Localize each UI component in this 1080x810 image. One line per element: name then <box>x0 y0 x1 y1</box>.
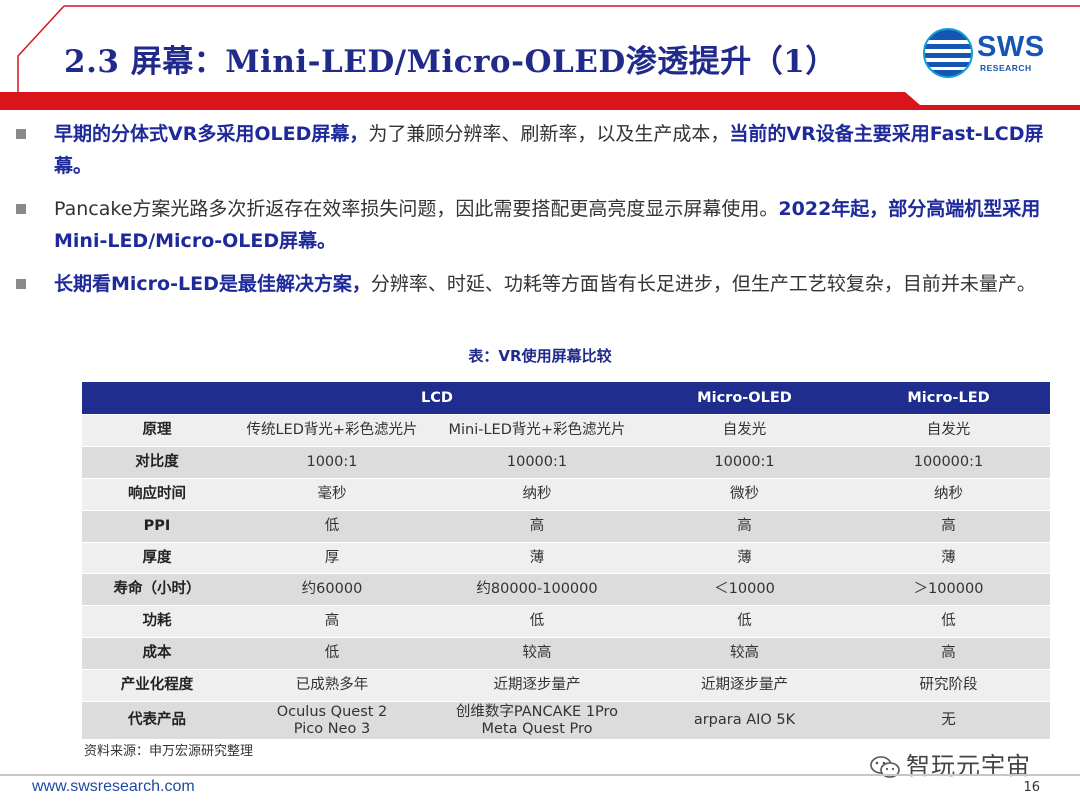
table-cell: 高 <box>642 509 847 542</box>
bullet-square-icon <box>16 204 26 214</box>
table-cell: 薄 <box>432 541 642 574</box>
header-blank <box>82 382 232 414</box>
bullet-square-icon <box>16 279 26 289</box>
table-cell: ＜10000 <box>642 573 847 606</box>
table-row: 成本低较高 较高高 <box>82 637 1050 670</box>
bullet-square-icon <box>16 129 26 139</box>
bullet-text-bold: 早期的分体式VR多采用OLED屏幕， <box>54 123 369 145</box>
table-cell: 创维数字PANCAKE 1Pro Meta Quest Pro <box>432 701 642 740</box>
table-row: PPI 低高高高 <box>82 509 1050 542</box>
row-label: 产业化程度 <box>82 669 232 702</box>
table-cell: 近期逐步量产 <box>642 669 847 702</box>
header-micro-oled: Micro-OLED <box>642 382 847 414</box>
logo-wordmark: SWS <box>977 31 1045 63</box>
row-label: 厚度 <box>82 541 232 574</box>
table-cell: 薄 <box>642 541 847 574</box>
source-note: 资料来源：申万宏源研究整理 <box>84 744 254 759</box>
table-cell: 薄 <box>847 541 1050 574</box>
wechat-icon <box>870 756 900 778</box>
table-row: 寿命（小时） 约60000 约80000-100000 ＜10000 ＞100000 <box>82 573 1050 606</box>
screen-comparison-table: LCD Micro-OLED Micro-LED 原理 传统LED背光+彩色滤光片… <box>82 382 1050 740</box>
bullet-text: 分辨率、时延、功耗等方面皆有长足进步，但生产工艺较复杂，目前并未量产。 <box>370 273 1036 295</box>
table-row: 产业化程度 已成熟多年 近期逐步量产 近期逐步量产 研究阶段 <box>82 669 1050 702</box>
table-cell: 1000:1 <box>232 445 432 478</box>
row-label: PPI <box>82 509 232 542</box>
table-cell: 高 <box>847 509 1050 542</box>
slide-title: 2.3 屏幕：Mini-LED/Micro-OLED渗透提升（1） <box>64 44 837 80</box>
table-header-row: LCD Micro-OLED Micro-LED <box>82 382 1050 414</box>
table-row: 对比度 1000:1 10000:1 10000:1 100000:1 <box>82 445 1050 478</box>
row-label: 成本 <box>82 637 232 670</box>
table-cell: 高 <box>232 605 432 638</box>
table-row: 原理 传统LED背光+彩色滤光片 Mini-LED背光+彩色滤光片 自发光 自发光 <box>82 414 1050 446</box>
header-lcd: LCD <box>232 382 642 414</box>
bullet-item: 长期看Micro-LED是最佳解决方案，分辨率、时延、功耗等方面皆有长足进步，但… <box>14 268 1074 300</box>
row-label: 对比度 <box>82 445 232 478</box>
table-cell: 低 <box>232 637 432 670</box>
table-cell: 低 <box>232 509 432 542</box>
sws-globe-icon <box>923 28 973 78</box>
bullet-list: 早期的分体式VR多采用OLED屏幕，为了兼顾分辨率、刷新率，以及生产成本，当前的… <box>14 118 1074 311</box>
table-cell: arpara AIO 5K <box>642 701 847 740</box>
header-micro-led: Micro-LED <box>847 382 1050 414</box>
table-cell: 高 <box>847 637 1050 670</box>
table-cell: Mini-LED背光+彩色滤光片 <box>432 414 642 446</box>
table-cell: 约60000 <box>232 573 432 606</box>
table-cell: 10000:1 <box>432 445 642 478</box>
bullet-text-bold: 2022年起，部分高端机型采用Mini-LED/Micro-OLED屏幕。 <box>54 198 1041 252</box>
row-label: 寿命（小时） <box>82 573 232 606</box>
table-row: 响应时间 毫秒 纳秒 微秒 纳秒 <box>82 477 1050 510</box>
table-cell: 高 <box>432 509 642 542</box>
page-number: 16 <box>1023 780 1040 795</box>
table-cell: 厚 <box>232 541 432 574</box>
table-cell: ＞100000 <box>847 573 1050 606</box>
table-cell: 自发光 <box>847 414 1050 446</box>
bullet-item: 早期的分体式VR多采用OLED屏幕，为了兼顾分辨率、刷新率，以及生产成本，当前的… <box>14 118 1074 182</box>
row-label: 代表产品 <box>82 701 232 740</box>
table-cell: 10000:1 <box>642 445 847 478</box>
table-cell: 低 <box>847 605 1050 638</box>
table-cell: 微秒 <box>642 477 847 510</box>
table-cell: 低 <box>432 605 642 638</box>
bullet-text-bold: 当前的VR设备主要采用Fast-LCD屏幕。 <box>54 123 1044 177</box>
table-cell: 较高 <box>432 637 642 670</box>
slide-header: 2.3 屏幕：Mini-LED/Micro-OLED渗透提升（1） SWS RE… <box>0 0 1080 118</box>
table-row: 厚度厚薄薄薄 <box>82 541 1050 574</box>
table-cell: 无 <box>847 701 1050 740</box>
footer-divider <box>0 774 1080 776</box>
table-cell: 纳秒 <box>847 477 1050 510</box>
table-body: 原理 传统LED背光+彩色滤光片 Mini-LED背光+彩色滤光片 自发光 自发光 对比度… <box>82 414 1050 740</box>
row-label: 响应时间 <box>82 477 232 510</box>
table-cell: 研究阶段 <box>847 669 1050 702</box>
bullet-text: 为了兼顾分辨率、刷新率，以及生产成本， <box>368 123 730 145</box>
table-cell: 毫秒 <box>232 477 432 510</box>
table-row: 代表产品 Oculus Quest 2 Pico Neo 3 创维数字PANCAKE… <box>82 701 1050 740</box>
bullet-item: Pancake方案光路多次折返存在效率损失问题，因此需要搭配更高亮度显示屏幕使用… <box>14 193 1074 257</box>
table-caption: 表：VR使用屏幕比较 <box>468 347 612 365</box>
header-banner-shape <box>0 5 1080 110</box>
table-row: 功耗高低低低 <box>82 605 1050 638</box>
logo-subtext: RESEARCH <box>980 63 1032 73</box>
row-label: 功耗 <box>82 605 232 638</box>
table-cell: 近期逐步量产 <box>432 669 642 702</box>
table-cell: 自发光 <box>642 414 847 446</box>
bullet-text: Pancake方案光路多次折返存在效率损失问题，因此需要搭配更高亮度显示屏幕使用… <box>54 198 779 220</box>
table-cell: 低 <box>642 605 847 638</box>
table-cell: 100000:1 <box>847 445 1050 478</box>
table-cell: Oculus Quest 2 Pico Neo 3 <box>232 701 432 740</box>
table-cell: 约80000-100000 <box>432 573 642 606</box>
table-cell: 纳秒 <box>432 477 642 510</box>
table-cell: 已成熟多年 <box>232 669 432 702</box>
footer-url[interactable]: www.swsresearch.com <box>32 778 195 795</box>
sws-logo: SWS RESEARCH <box>922 27 1062 79</box>
table-cell: 较高 <box>642 637 847 670</box>
table-cell: 传统LED背光+彩色滤光片 <box>232 414 432 446</box>
row-label: 原理 <box>82 414 232 446</box>
bullet-text-bold: 长期看Micro-LED是最佳解决方案， <box>54 273 371 295</box>
